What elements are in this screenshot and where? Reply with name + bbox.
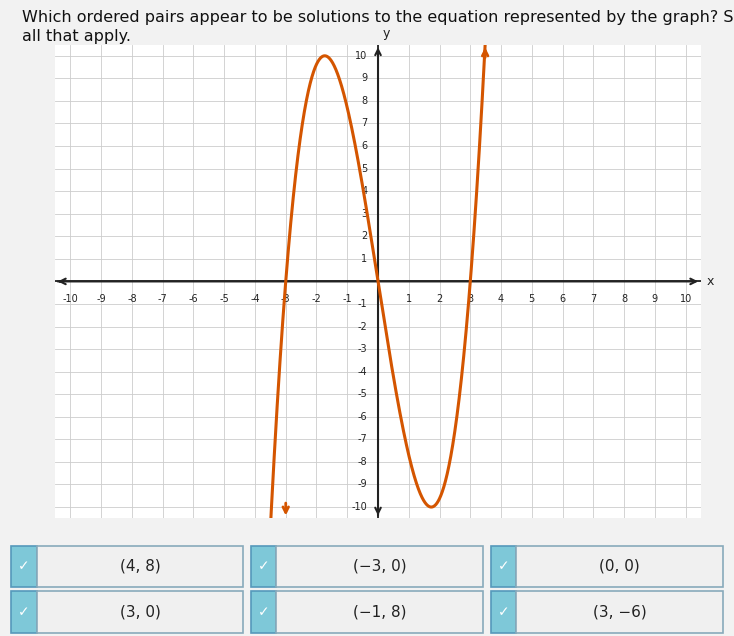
Text: ✓: ✓ xyxy=(258,559,269,574)
Text: (4, 8): (4, 8) xyxy=(120,559,161,574)
Text: -9: -9 xyxy=(96,294,106,304)
Text: -8: -8 xyxy=(127,294,137,304)
Text: -10: -10 xyxy=(352,502,367,512)
Text: -6: -6 xyxy=(189,294,198,304)
Text: -8: -8 xyxy=(357,457,367,467)
Text: 4: 4 xyxy=(498,294,504,304)
Text: 5: 5 xyxy=(361,163,367,174)
Text: -3: -3 xyxy=(281,294,291,304)
Text: y: y xyxy=(382,27,390,40)
Text: 10: 10 xyxy=(680,294,691,304)
Text: ✓: ✓ xyxy=(258,605,269,619)
Text: 1: 1 xyxy=(361,254,367,264)
Text: (−3, 0): (−3, 0) xyxy=(353,559,407,574)
Text: 1: 1 xyxy=(406,294,412,304)
Text: (3, −6): (3, −6) xyxy=(593,605,647,619)
Text: -10: -10 xyxy=(62,294,79,304)
Text: 8: 8 xyxy=(361,96,367,106)
Text: 5: 5 xyxy=(528,294,535,304)
Text: 4: 4 xyxy=(361,186,367,196)
Text: -1: -1 xyxy=(357,299,367,309)
Text: -9: -9 xyxy=(357,480,367,490)
Text: -6: -6 xyxy=(357,411,367,422)
Text: -7: -7 xyxy=(158,294,167,304)
Text: 6: 6 xyxy=(361,141,367,151)
Text: -4: -4 xyxy=(357,367,367,377)
Text: (0, 0): (0, 0) xyxy=(599,559,640,574)
Text: 7: 7 xyxy=(590,294,597,304)
Text: Which ordered pairs appear to be solutions to the equation represented by the gr: Which ordered pairs appear to be solutio… xyxy=(22,10,734,25)
Text: 3: 3 xyxy=(468,294,473,304)
Text: 3: 3 xyxy=(361,209,367,219)
Text: 6: 6 xyxy=(559,294,566,304)
Text: (−1, 8): (−1, 8) xyxy=(353,605,407,619)
Text: 2: 2 xyxy=(361,232,367,241)
Text: 10: 10 xyxy=(355,51,367,61)
Text: (3, 0): (3, 0) xyxy=(120,605,161,619)
Text: all that apply.: all that apply. xyxy=(22,29,131,44)
Text: -5: -5 xyxy=(219,294,229,304)
Text: 9: 9 xyxy=(361,73,367,83)
Text: x: x xyxy=(707,275,714,288)
Text: -5: -5 xyxy=(357,389,367,399)
Text: 7: 7 xyxy=(361,118,367,128)
Text: ✓: ✓ xyxy=(18,605,29,619)
Text: ✓: ✓ xyxy=(498,559,509,574)
Text: -2: -2 xyxy=(312,294,321,304)
Text: ✓: ✓ xyxy=(498,605,509,619)
Text: 9: 9 xyxy=(652,294,658,304)
Text: -3: -3 xyxy=(357,344,367,354)
Text: -1: -1 xyxy=(343,294,352,304)
Text: ✓: ✓ xyxy=(18,559,29,574)
Text: 2: 2 xyxy=(437,294,443,304)
Text: 8: 8 xyxy=(621,294,627,304)
Text: -4: -4 xyxy=(250,294,260,304)
Text: -2: -2 xyxy=(357,322,367,331)
Text: -7: -7 xyxy=(357,434,367,445)
